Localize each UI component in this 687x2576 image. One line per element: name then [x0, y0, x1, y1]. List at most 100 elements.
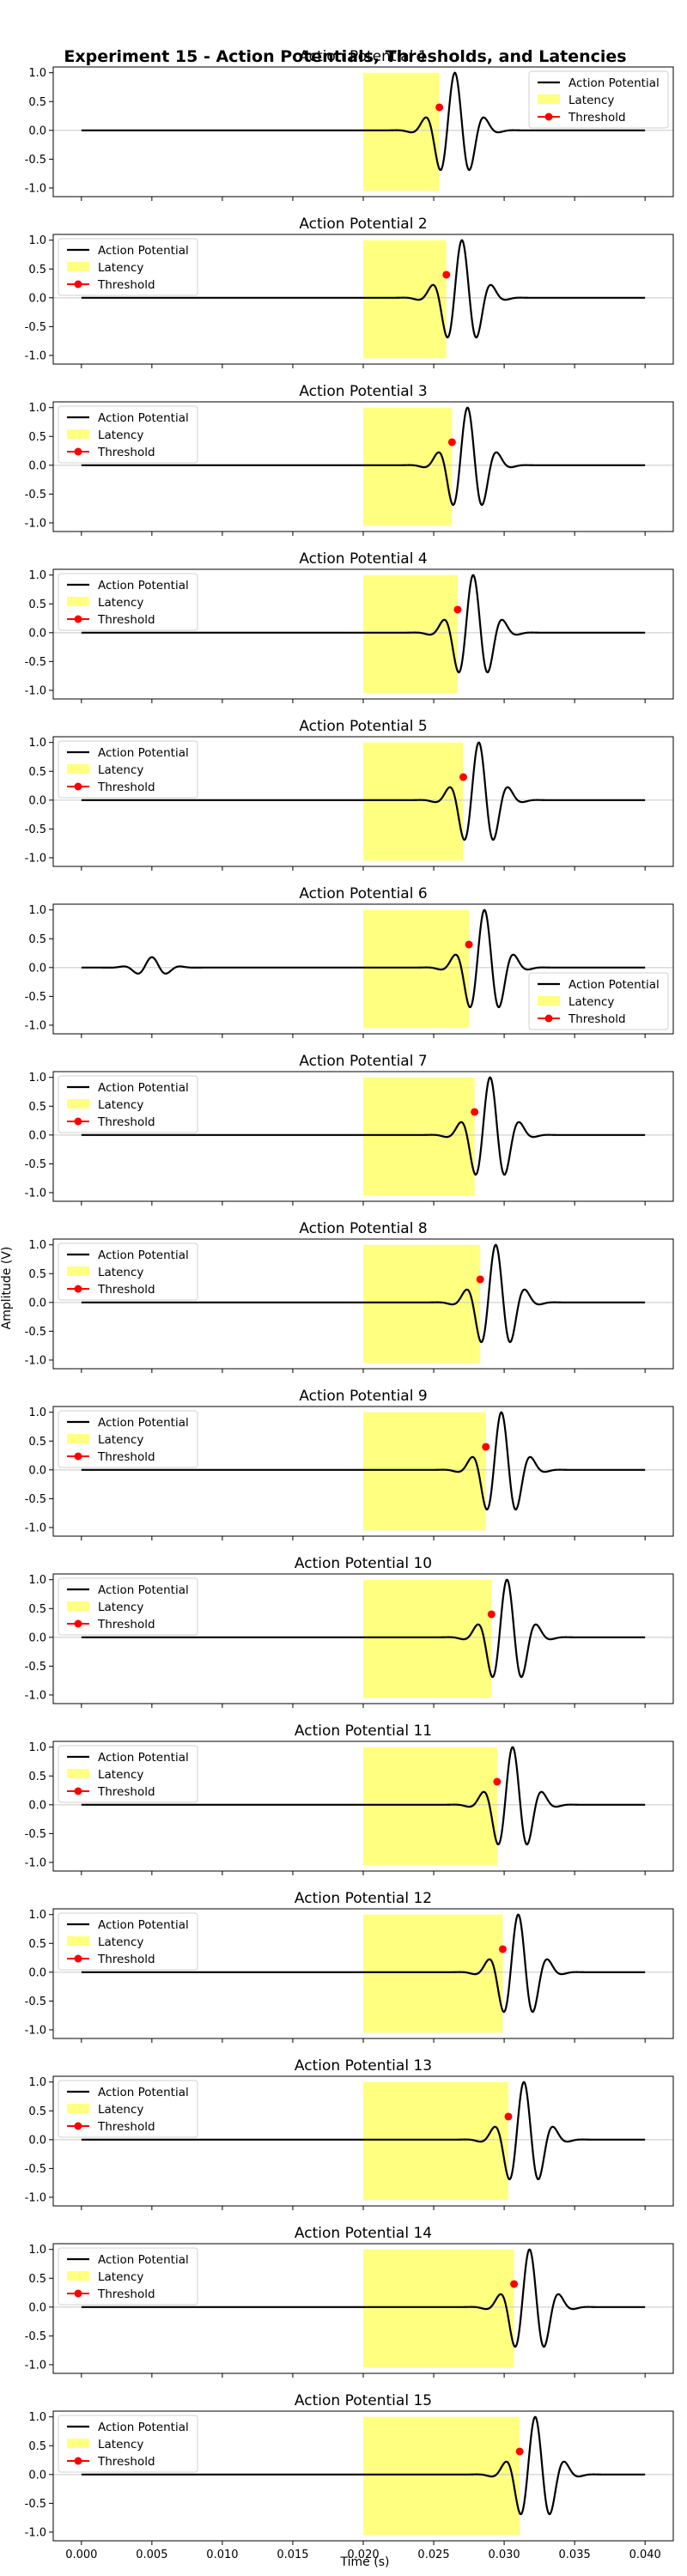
subplot-15: Action Potential 15 1.0 0.5 0.0 -0.5 -1.0 0.00…: [25, 2392, 674, 2561]
x-tick-label: 0.040: [629, 2549, 661, 2561]
y-tick-label: -1.0: [25, 1187, 46, 1200]
action-potential-line: [81, 239, 646, 339]
legend-label-latency: Latency: [568, 94, 614, 107]
y-tick-label: 0.0: [28, 794, 46, 807]
action-potential-line: [81, 1913, 646, 2014]
latency-region: [363, 407, 453, 526]
y-tick-label: -1.0: [25, 1689, 46, 1702]
threshold-marker: [459, 773, 468, 781]
subplot-title: Action Potential 10: [295, 1555, 432, 1572]
y-tick-label: -0.5: [25, 2330, 46, 2343]
latency-region: [363, 742, 464, 861]
y-tick-label: 0.5: [28, 96, 46, 109]
legend-box: [58, 1745, 198, 1803]
latency-region: [363, 1914, 503, 2033]
action-potential-line: [81, 1243, 646, 1344]
legend: Action Potential Latency Threshold: [58, 1242, 198, 1301]
legend-label-action-potential: Action Potential: [98, 1751, 189, 1765]
legend-label-latency: Latency: [98, 428, 143, 442]
subplot-title: Action Potential 9: [299, 1388, 427, 1405]
threshold-marker: [471, 1108, 479, 1116]
legend: Action Potential Latency Threshold: [528, 972, 669, 1030]
legend-box: [58, 1912, 198, 1971]
legend: Action Potential Latency Threshold: [58, 2247, 198, 2306]
y-tick-label: 0.0: [28, 2469, 46, 2482]
legend-threshold-marker: [74, 782, 82, 791]
legend-label-threshold: Threshold: [97, 2120, 155, 2134]
legend-latency-swatch: [67, 2104, 89, 2113]
y-tick-label: 1.0: [28, 1741, 46, 1754]
subplot-title: Action Potential 1: [299, 48, 427, 65]
legend-threshold-marker: [74, 2122, 82, 2130]
legend-label-action-potential: Action Potential: [98, 1081, 189, 1095]
y-tick-label: 0.0: [28, 627, 46, 640]
legend-latency-swatch: [67, 2271, 89, 2281]
latency-region: [363, 2416, 520, 2536]
y-tick-label: -1.0: [25, 2191, 46, 2204]
threshold-marker: [510, 2280, 519, 2288]
subplot-title: Action Potential 7: [299, 1053, 427, 1070]
y-tick-label: 0.5: [28, 1938, 46, 1951]
legend-label-threshold: Threshold: [97, 1618, 155, 1631]
y-tick-label: -0.5: [25, 321, 46, 334]
legend-label-action-potential: Action Potential: [98, 1918, 189, 1932]
subplot-8: Action Potential 8 1.0 0.5 0.0 -0.5 -1.0 Actio…: [25, 1220, 674, 1373]
legend-box: [58, 2080, 198, 2138]
legend-threshold-marker: [74, 1452, 82, 1461]
subplot-title: Action Potential 13: [295, 2057, 432, 2075]
y-tick-label: 0.5: [28, 2273, 46, 2286]
y-tick-label: -1.0: [25, 852, 46, 865]
legend-threshold-marker: [74, 447, 82, 456]
legend-label-latency: Latency: [98, 2438, 143, 2451]
y-tick-label: 0.0: [28, 2134, 46, 2147]
y-tick-label: 0.0: [28, 1464, 46, 1477]
subplot-2: Action Potential 2 1.0 0.5 0.0 -0.5 -1.0 Actio…: [25, 216, 674, 368]
legend-label-latency: Latency: [98, 261, 143, 275]
threshold-marker: [435, 103, 444, 112]
y-tick-label: -1.0: [25, 1019, 46, 1032]
legend-latency-swatch: [538, 996, 560, 1005]
y-tick-label: 0.0: [28, 292, 46, 305]
legend-box: [58, 2415, 198, 2473]
subplot-title: Action Potential 12: [295, 1890, 432, 1907]
legend-label-threshold: Threshold: [97, 1785, 155, 1799]
legend-label-latency: Latency: [98, 596, 143, 610]
subplot-title: Action Potential 11: [295, 1722, 432, 1740]
legend-latency-swatch: [67, 1434, 89, 1443]
legend-box: [528, 70, 669, 129]
subplot-title: Action Potential 5: [299, 718, 427, 735]
action-potential-line: [81, 2081, 646, 2181]
legend: Action Potential Latency Threshold: [58, 2415, 198, 2473]
y-tick-label: -0.5: [25, 2498, 46, 2511]
latency-region: [363, 240, 447, 359]
subplot-title: Action Potential 3: [299, 383, 427, 400]
latency-region: [363, 1579, 492, 1698]
y-tick-label: 0.0: [28, 962, 46, 975]
legend-box: [58, 405, 198, 464]
threshold-marker: [504, 2112, 513, 2121]
x-tick-label: 0.025: [417, 2549, 449, 2561]
action-potential-line: [81, 2415, 646, 2516]
latency-region: [363, 1077, 475, 1196]
y-tick-label: -0.5: [25, 656, 46, 669]
y-tick-label: -1.0: [25, 182, 46, 195]
legend-label-latency: Latency: [98, 763, 143, 777]
legend-box: [58, 238, 198, 296]
legend-threshold-marker: [74, 1117, 82, 1126]
subplot-6: Action Potential 6 1.0 0.5 0.0 -0.5 -1.0 Actio…: [25, 885, 674, 1038]
y-tick-label: 1.0: [28, 1909, 46, 1922]
y-tick-label: -0.5: [25, 1493, 46, 1506]
legend-box: [58, 573, 198, 631]
y-tick-label: -1.0: [25, 2024, 46, 2037]
y-tick-label: 1.0: [28, 1072, 46, 1084]
threshold-marker: [493, 1777, 502, 1786]
y-tick-label: 0.5: [28, 2440, 46, 2453]
legend-latency-swatch: [538, 94, 560, 104]
y-tick-label: -0.5: [25, 1996, 46, 2008]
legend-label-latency: Latency: [98, 1601, 143, 1614]
subplots-group: Action Potential 11.00.50.0-0.5-1.0Actio…: [25, 48, 674, 2561]
legend-threshold-marker: [74, 615, 82, 623]
y-tick-label: -1.0: [25, 2526, 46, 2539]
legend: Action Potential Latency Threshold: [528, 70, 669, 129]
